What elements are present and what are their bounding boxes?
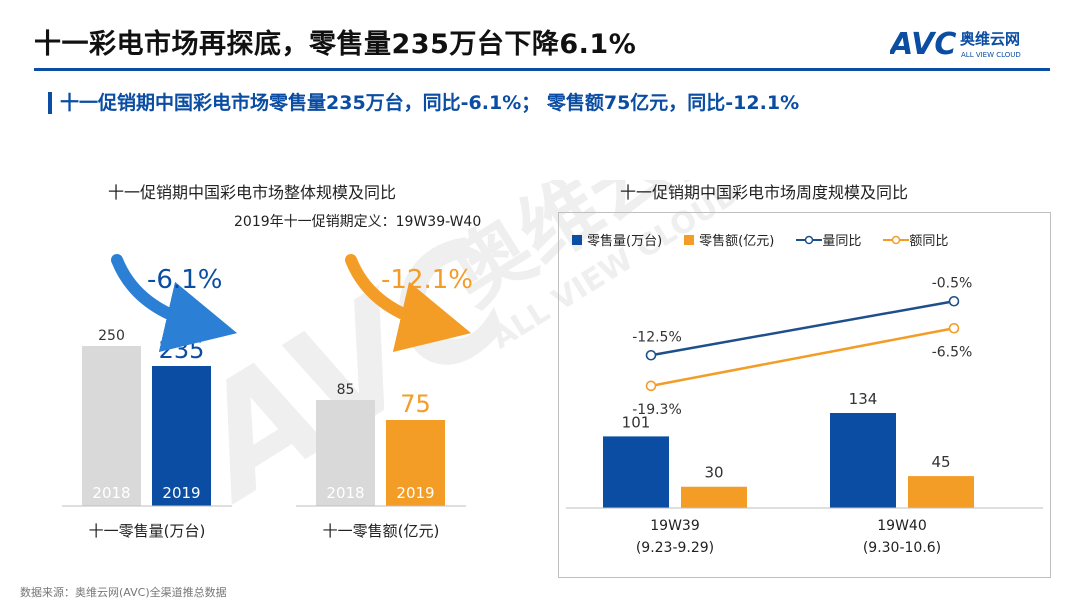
legend-line-volume-yoy [796, 235, 823, 244]
x-tick-range: (9.23-9.29) [636, 540, 714, 556]
bar-value-label: 45 [931, 453, 950, 471]
line-volume-yoy [650, 300, 955, 357]
decline-arrow-volume [111, 254, 238, 352]
legend-item-value-yoy: 额同比 [883, 230, 948, 249]
bar-category-label: 2018 [326, 484, 364, 502]
point-value-yoy [645, 380, 657, 392]
legend-swatch-volume [572, 234, 582, 245]
legend-label-value-yoy: 额同比 [909, 234, 949, 249]
legend-label-value: 零售额(亿元) [699, 234, 775, 249]
bar-value-label: 250 [98, 328, 125, 344]
bar-value-19W39 [681, 486, 747, 508]
bar-volume-19W39 [603, 436, 669, 508]
x-tick-label: 19W40 [877, 518, 926, 534]
data-label-volume-yoy: -0.5% [932, 275, 973, 291]
change-label-volume: -6.1% [147, 265, 222, 295]
page-subtitle: 十一促销期中国彩电市场零售量235万台，同比-6.1%； 零售额75亿元，同比-… [60, 92, 800, 114]
data-label-value-yoy: -6.5% [932, 344, 973, 360]
bar-category-label: 2019 [162, 484, 200, 502]
watermark: AVC 奥维云网 ALL VIEW CLOUD [200, 180, 755, 536]
promo-period-note: 2019年十一促销期定义：19W39-W40 [234, 214, 482, 230]
logo-name-en: ALL VIEW CLOUD [961, 51, 1021, 59]
left-chart-title: 十一促销期中国彩电市场整体规模及同比 [108, 183, 397, 202]
x-tick-range: (9.30-10.6) [863, 540, 941, 556]
legend-swatch-value [684, 234, 695, 245]
weekly-scale-chart: 101 134 30 45 19W39 (9.23-9.29) 19W40 (9.30-10.… [566, 275, 1043, 556]
change-label-value: -12.1% [381, 265, 473, 295]
logo-name-cn: 奥维云网 [960, 30, 1020, 48]
header-divider [34, 68, 1050, 71]
weekly-legend: 零售量(万台) 零售额(亿元) 量同比 额同比 [572, 230, 948, 249]
legend-label-volume-yoy: 量同比 [822, 234, 862, 249]
bar-value-label: 134 [849, 390, 878, 408]
subtitle-marker [48, 92, 52, 114]
point-volume-yoy [948, 295, 960, 307]
legend-item-volume-yoy: 量同比 [796, 230, 861, 249]
weekly-chart-frame [558, 212, 1051, 578]
avc-logo: AVC 奥维云网 ALL VIEW CLOUD [890, 27, 1021, 62]
legend-item-volume: 零售量(万台) [572, 230, 662, 249]
x-tick-label: 19W39 [650, 518, 699, 534]
legend-item-value: 零售额(亿元) [684, 230, 774, 249]
data-label-value-yoy: -19.3% [632, 402, 682, 418]
axis-label-value: 十一零售额(亿元) [323, 522, 440, 540]
bar-value-label: 30 [704, 464, 723, 482]
bar-volume-2019 [152, 366, 211, 506]
bar-volume-19W40 [830, 413, 896, 508]
bar-value-2019 [386, 420, 445, 506]
bar-value-label: 85 [337, 382, 355, 398]
line-value-yoy [650, 327, 955, 388]
bar-value-2018 [316, 400, 375, 506]
bar-category-label: 2019 [396, 484, 434, 502]
page-title: 十一彩电市场再探底，零售量235万台下降6.1% [34, 29, 637, 60]
point-value-yoy [948, 322, 960, 334]
bar-volume-2018 [82, 346, 141, 506]
bar-value-label: 101 [622, 413, 651, 431]
data-source: 数据来源：奥维云网(AVC)全渠道推总数据 [20, 586, 227, 599]
overall-scale-chart: 2018 250 2019 235 十一零售量(万台) -6.1% 2018 85 2019 75… [62, 254, 473, 540]
legend-label-volume: 零售量(万台) [587, 234, 663, 249]
logo-mark: AVC [890, 27, 956, 62]
right-chart-title: 十一促销期中国彩电市场周度规模及同比 [620, 183, 909, 202]
bar-value-label: 235 [159, 336, 205, 364]
data-label-volume-yoy: -12.5% [632, 329, 682, 345]
bar-value-label: 75 [400, 390, 431, 418]
bar-value-19W40 [908, 476, 974, 508]
decline-arrow-value [345, 254, 472, 352]
axis-label-volume: 十一零售量(万台) [89, 522, 206, 540]
point-volume-yoy [645, 349, 657, 361]
bar-category-label: 2018 [92, 484, 130, 502]
legend-line-value-yoy [883, 235, 910, 244]
